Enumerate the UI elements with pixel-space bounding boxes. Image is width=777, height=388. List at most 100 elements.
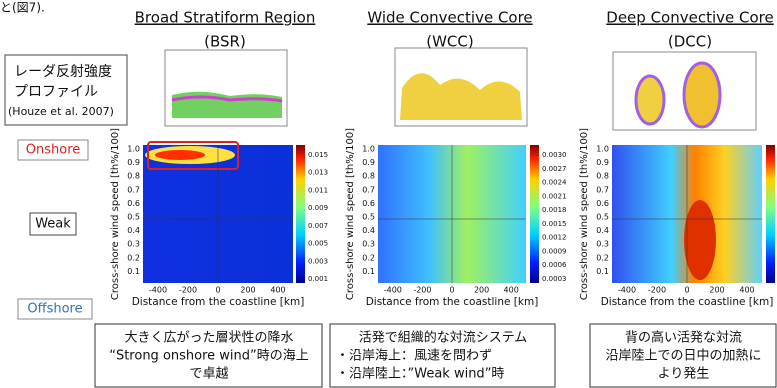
x-axis-label: Distance from the coastline [km] — [601, 296, 774, 308]
regime-title: Wide Convective Core — [367, 9, 532, 27]
y-tick-label: 0.3 — [596, 240, 609, 249]
y-tick-label: 0.6 — [362, 199, 375, 208]
y-tick-label: 1.0 — [596, 145, 609, 154]
colorbar-tick-label: 0.015 — [308, 151, 328, 159]
x-tick-label: -200 — [179, 286, 197, 295]
y-tick-label: 0.4 — [596, 226, 609, 235]
y-tick-label: 0.2 — [362, 253, 375, 262]
y-tick-label: 0.5 — [362, 213, 375, 222]
colorbar — [296, 145, 305, 283]
colorbar — [530, 145, 539, 283]
x-tick-label: -200 — [648, 286, 666, 295]
y-tick-label: 0.1 — [596, 267, 609, 276]
colorbar-tick-label: 0.0021 — [542, 192, 567, 200]
colorbar-tick-label: 0.0012 — [542, 234, 567, 242]
caption-line: 背の高い活発な対流 — [625, 330, 742, 346]
radar-echo — [684, 63, 720, 127]
colorbar-tick-label: 0.0015 — [542, 220, 567, 228]
y-tick-label: 0.8 — [362, 172, 375, 181]
radar-echo — [172, 92, 282, 118]
caption-line: 活発で組織的な対流システム — [359, 330, 528, 346]
y-tick-label: 0.2 — [127, 253, 140, 262]
row-label: Offshore — [27, 302, 82, 317]
caption-line: ・沿岸海上：風速を問わず — [336, 349, 492, 364]
fragment: と(図7). — [0, 1, 45, 15]
x-tick-label: 400 — [504, 286, 519, 295]
y-tick-label: 1.0 — [362, 145, 375, 154]
caption-line: 沿岸陸上での日中の加熱に — [605, 348, 761, 364]
colorbar-tick-label: 0.013 — [308, 169, 328, 177]
regime-title: Deep Convective Core — [606, 9, 773, 27]
colorbar-tick-label: 0.0009 — [542, 247, 567, 255]
x-axis-label: Distance from the coastline [km] — [132, 296, 305, 308]
colorbar-tick-label: 0.0024 — [542, 179, 567, 187]
caption-line: “Strong onshore wind”時の海上 — [109, 349, 309, 364]
colorbar-tick-label: 0.0006 — [542, 261, 567, 269]
y-tick-label: 0.3 — [362, 240, 375, 249]
colorbar — [766, 145, 775, 283]
x-tick-label: 200 — [474, 286, 489, 295]
legend-line: レーダ反射強度 — [14, 64, 112, 80]
regime-abbr: (WCC) — [426, 33, 473, 51]
y-tick-label: 0.6 — [127, 199, 140, 208]
x-tick-label: -400 — [618, 286, 636, 295]
colorbar-tick-label: 0.009 — [308, 204, 328, 212]
x-tick-label: 400 — [270, 286, 285, 295]
x-tick-label: 200 — [709, 286, 724, 295]
colorbar-tick-label: 0.0003 — [542, 275, 567, 283]
y-tick-label: 0.9 — [596, 158, 609, 167]
y-tick-label: 0.2 — [596, 253, 609, 262]
y-axis-label: Cross-shore wind speed [th%/100] — [110, 128, 121, 300]
y-tick-label: 0.6 — [596, 199, 609, 208]
colorbar-tick-label: 0.001 — [308, 275, 328, 283]
heatmap-peak — [684, 200, 716, 280]
regime-abbr: (DCC) — [668, 33, 712, 51]
colorbar-tick-label: 0.007 — [308, 222, 328, 230]
x-tick-label: 0 — [684, 286, 689, 295]
row-label: Onshore — [26, 143, 81, 158]
y-tick-label: 0.9 — [127, 158, 140, 167]
y-axis-label: Cross-shore wind speed [th%/100] — [345, 128, 356, 300]
regime-title: Broad Stratiform Region — [135, 9, 316, 27]
x-tick-label: -200 — [413, 286, 431, 295]
y-tick-label: 0.5 — [596, 213, 609, 222]
y-tick-label: 0.9 — [362, 158, 375, 167]
row-label: Weak — [35, 217, 71, 232]
y-tick-label: 1.0 — [127, 145, 140, 154]
x-tick-label: 0 — [449, 286, 454, 295]
colorbar-tick-label: 0.0030 — [542, 151, 567, 159]
legend-line: (Houze et al. 2007) — [8, 105, 114, 118]
x-tick-label: 200 — [240, 286, 255, 295]
x-tick-label: -400 — [384, 286, 402, 295]
heatmap-peak — [155, 150, 205, 160]
colorbar-tick-label: 0.003 — [308, 257, 328, 265]
y-tick-label: 0.8 — [596, 172, 609, 181]
slide: と(図7). Onshore Weak Offshore Broad Strat… — [0, 0, 777, 388]
caption-line: ・沿岸陸上：”Weak wind”時 — [336, 366, 504, 382]
regime-abbr: (BSR) — [204, 33, 246, 51]
x-tick-label: -400 — [149, 286, 167, 295]
radar-echo — [636, 76, 664, 124]
colorbar-tick-label: 0.0027 — [542, 165, 567, 173]
caption-line: で卓越 — [189, 367, 228, 382]
x-tick-label: 400 — [739, 286, 754, 295]
colorbar-tick-label: 0.0018 — [542, 206, 567, 214]
y-tick-label: 0.7 — [362, 185, 375, 194]
y-axis-label: Cross-shore wind speed [th%/100] — [579, 128, 590, 300]
caption-line: 大きく広がった層状性の降水 — [124, 331, 293, 346]
y-tick-label: 0.5 — [127, 213, 140, 222]
legend-line: プロファイル — [14, 84, 98, 100]
x-axis-label: Distance from the coastline [km] — [366, 296, 539, 308]
y-tick-label: 0.1 — [127, 267, 140, 276]
caption-line: より発生 — [658, 367, 710, 382]
y-tick-label: 0.7 — [127, 185, 140, 194]
colorbar-tick-label: 0.011 — [308, 186, 328, 194]
y-tick-label: 0.1 — [362, 267, 375, 276]
y-tick-label: 0.7 — [596, 185, 609, 194]
colorbar-tick-label: 0.005 — [308, 240, 328, 248]
x-tick-label: 0 — [215, 286, 220, 295]
y-tick-label: 0.4 — [127, 226, 140, 235]
y-tick-label: 0.3 — [127, 240, 140, 249]
y-tick-label: 0.4 — [362, 226, 375, 235]
y-tick-label: 0.8 — [127, 172, 140, 181]
